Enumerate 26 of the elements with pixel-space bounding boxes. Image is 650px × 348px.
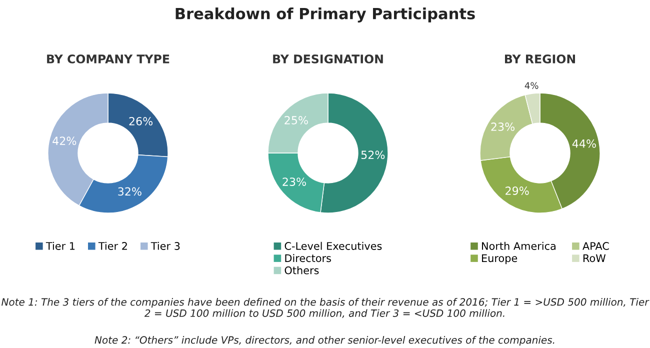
legend-label: C-Level Executives: [284, 242, 382, 250]
legend-label: Tier 1: [46, 242, 75, 250]
legend-label: Europe: [482, 254, 518, 264]
chart-title: BY REGION: [505, 54, 575, 64]
data-label: 4%: [524, 82, 538, 89]
text: Note 2: “Others” include VPs, directors, and other senior-level executives of the companies.: [94, 336, 554, 346]
text: Note 1: The 3 tiers of the companies have been defined on the basis of their revenue as of 2016; Tier 1 = >USD 500 million, Tier 2 = USD 100 million to USD 500 million, and Tier 3 = <USD 100 million.: [2, 298, 650, 318]
data-label: 44%: [572, 139, 596, 148]
legend-label: Tier 3: [150, 242, 180, 250]
data-label: 42%: [52, 136, 76, 146]
data-label: 29%: [506, 186, 529, 195]
data-label: 25%: [284, 116, 308, 124]
legend-label: Directors: [285, 254, 331, 262]
data-label: 32%: [118, 187, 142, 196]
text: Breakdown of Primary Participants: [176, 8, 475, 22]
data-label: 23%: [491, 122, 515, 131]
data-label: 52%: [361, 150, 385, 160]
chart-title: BY COMPANY TYPE: [47, 54, 170, 64]
chart-title: BY DESIGNATION: [273, 54, 383, 64]
legend-label: RoW: [583, 254, 606, 262]
data-label: 26%: [129, 117, 153, 126]
legend-label: Others: [284, 266, 319, 274]
legend-label: Tier 2: [98, 242, 127, 250]
data-label: 23%: [282, 178, 306, 186]
legend-label: North America: [482, 242, 556, 250]
legend-label: APAC: [582, 242, 609, 250]
